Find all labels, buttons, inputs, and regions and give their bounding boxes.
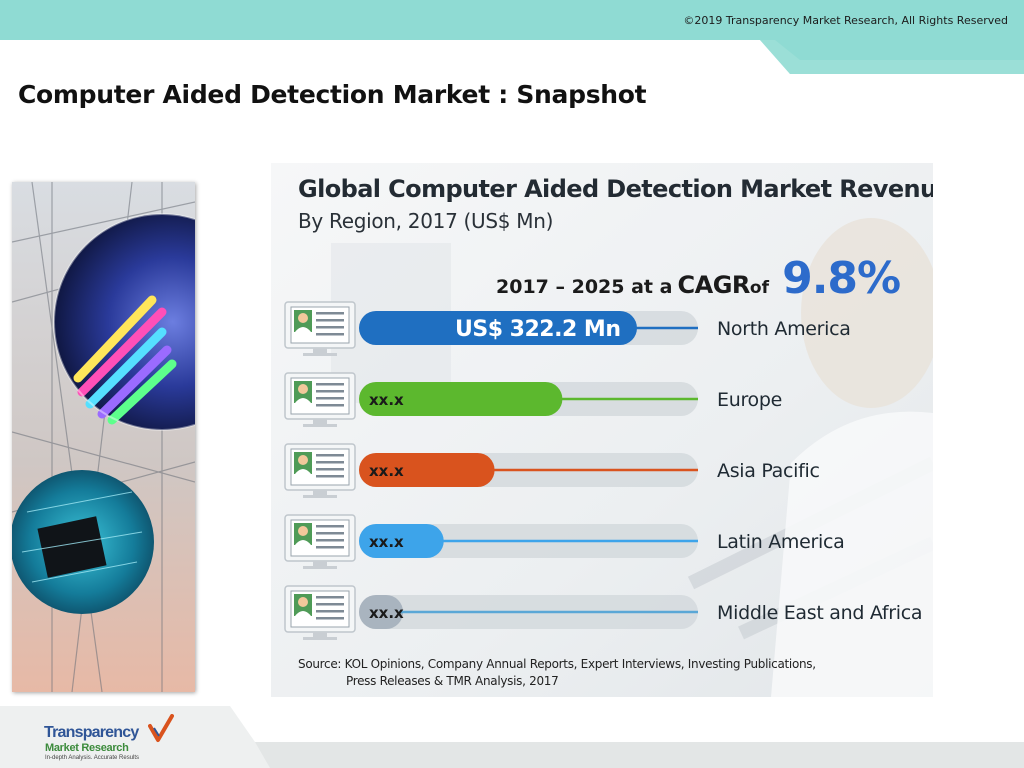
infographic-panel: Global Computer Aided Detection Market R… xyxy=(271,163,933,697)
checkmark-logo-icon xyxy=(148,714,174,742)
cagr-of: of xyxy=(749,278,769,298)
doctor-monitor-icon xyxy=(284,585,356,640)
source-line-2: Press Releases & TMR Analysis, 2017 xyxy=(346,674,559,688)
logo-wordmark: Transparency xyxy=(44,724,139,741)
bar-value-label: xx.x xyxy=(369,604,404,622)
fiber-optics-chip-photo xyxy=(12,182,195,692)
doctor-monitor-icon xyxy=(284,443,356,498)
cagr-period: 2017 – 2025 at a xyxy=(496,276,673,298)
cagr-label: CAGR xyxy=(677,271,751,299)
bar-value-label: xx.x xyxy=(369,533,404,551)
chart-row: US$ 322.2 Mn North America xyxy=(284,301,851,356)
cagr-value: 9.8% xyxy=(782,253,901,304)
regional-revenue-chart: US$ 322.2 Mn North America xx.x Europe xx.x A… xyxy=(284,301,923,640)
chart-row: xx.x Latin America xyxy=(284,514,845,569)
category-label: North America xyxy=(717,318,851,340)
header-band xyxy=(0,0,1024,74)
page-title: Computer Aided Detection Market : Snapsh… xyxy=(18,80,647,109)
category-label: Middle East and Africa xyxy=(717,602,922,624)
category-label: Latin America xyxy=(717,531,845,553)
bar xyxy=(359,311,637,345)
bar-value-label: US$ 322.2 Mn xyxy=(455,317,620,342)
logo-tagline: In-depth Analysis. Accurate Results xyxy=(45,755,140,761)
category-label: Europe xyxy=(717,389,782,411)
copyright-notice: ©2019 Transparency Market Research, All … xyxy=(683,14,1008,27)
source-line-1: Source: KOL Opinions, Company Annual Rep… xyxy=(298,657,816,671)
bar xyxy=(359,524,444,558)
bar-value-label: xx.x xyxy=(369,391,404,409)
chart-row: xx.x Middle East and Africa xyxy=(284,585,923,640)
bar xyxy=(359,595,404,629)
bar xyxy=(359,382,563,416)
company-logo: Transparency Market Research In-depth An… xyxy=(44,714,184,764)
chart-subtitle: By Region, 2017 (US$ Mn) xyxy=(298,209,554,233)
chart-title: Global Computer Aided Detection Market R… xyxy=(298,175,933,203)
logo-subtitle: Market Research xyxy=(45,742,129,754)
chart-row: xx.x Europe xyxy=(284,372,782,427)
bar-value-label: xx.x xyxy=(369,462,404,480)
source-note: Source: KOL Opinions, Company Annual Rep… xyxy=(298,656,816,690)
chart-row: xx.x Asia Pacific xyxy=(284,443,820,498)
doctor-monitor-icon xyxy=(284,301,356,356)
bar xyxy=(359,453,495,487)
doctor-monitor-icon xyxy=(284,372,356,427)
doctor-monitor-icon xyxy=(284,514,356,569)
category-label: Asia Pacific xyxy=(717,460,820,482)
footer-band xyxy=(0,706,1024,768)
cagr-callout: 2017 – 2025 at a CAGRof 9.8% xyxy=(496,253,901,304)
